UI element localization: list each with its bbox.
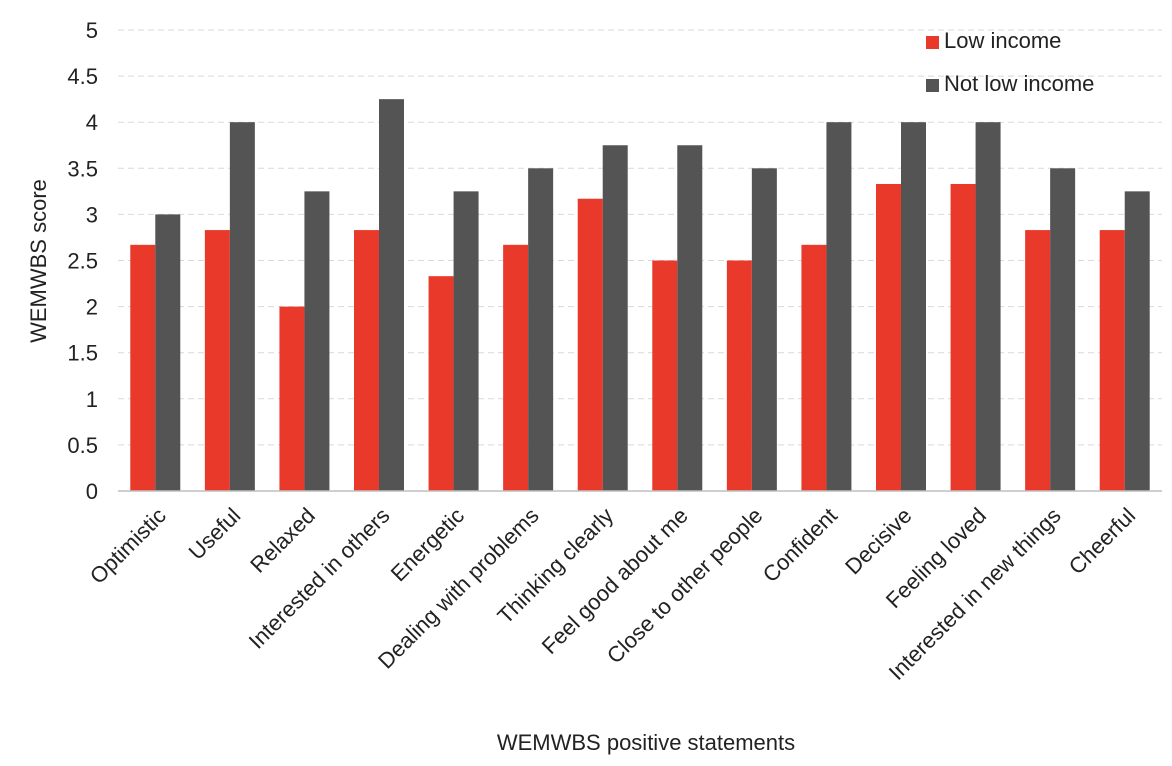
bar-not-low-income: [1050, 168, 1076, 492]
bar-low-income: [279, 306, 305, 491]
bar-not-low-income: [975, 122, 1001, 491]
bar-not-low-income: [602, 145, 628, 491]
bars: [130, 99, 1150, 492]
x-category-label: Cheerful: [1064, 503, 1140, 579]
x-category-label: Decisive: [840, 503, 916, 579]
y-axis-title: WEMWBS score: [26, 179, 51, 343]
bar-not-low-income: [901, 122, 926, 491]
bar-not-low-income: [453, 191, 479, 491]
x-category-label: Useful: [184, 503, 246, 565]
y-tick-label: 0: [86, 479, 98, 504]
y-tick-label: 2: [86, 295, 98, 320]
bar-low-income: [577, 198, 603, 491]
legend-swatch: [926, 79, 939, 92]
x-category-label: Relaxed: [245, 503, 320, 578]
bar-not-low-income: [304, 191, 330, 491]
y-tick-label: 1: [86, 387, 98, 412]
bar-not-low-income: [826, 122, 852, 491]
x-category-label: Optimistic: [85, 503, 171, 589]
y-tick-label: 2.5: [67, 249, 98, 274]
y-tick-labels: 0 0.5 1 1.5 2 2.5 3 3.5 4 4.5 5: [67, 18, 98, 504]
bar-low-income: [801, 244, 827, 491]
y-tick-label: 4: [86, 110, 98, 135]
bar-low-income: [726, 260, 752, 491]
y-tick-label: 0.5: [67, 433, 98, 458]
bar-low-income: [503, 244, 529, 491]
bar-low-income: [204, 230, 230, 491]
legend: Low income Not low income: [926, 28, 1094, 96]
bar-not-low-income: [379, 99, 404, 492]
y-tick-label: 4.5: [67, 64, 98, 89]
bar-low-income: [1099, 230, 1125, 491]
legend-label: Low income: [944, 28, 1061, 53]
bar-not-low-income: [751, 168, 777, 492]
bar-not-low-income: [229, 122, 255, 491]
legend-swatch: [926, 36, 939, 49]
y-tick-label: 1.5: [67, 341, 98, 366]
bar-not-low-income: [528, 168, 554, 492]
x-category-label: Confident: [758, 503, 842, 587]
bar-low-income: [876, 183, 901, 491]
y-tick-label: 3.5: [67, 156, 98, 181]
y-tick-label: 3: [86, 202, 98, 227]
bar-low-income: [1025, 230, 1051, 491]
x-category-label: Feel good about me: [537, 503, 693, 659]
bar-not-low-income: [1124, 191, 1150, 491]
x-axis-title: WEMWBS positive statements: [497, 730, 795, 755]
x-category-label: Interested in others: [244, 503, 395, 654]
bar-low-income: [428, 276, 454, 491]
bar-low-income: [950, 183, 976, 491]
legend-label: Not low income: [944, 71, 1094, 96]
bar-not-low-income: [677, 145, 703, 491]
bar-low-income: [130, 244, 156, 491]
bar-low-income: [354, 230, 379, 491]
y-tick-label: 5: [86, 18, 98, 43]
bar-not-low-income: [155, 214, 181, 491]
bar-low-income: [652, 260, 678, 491]
